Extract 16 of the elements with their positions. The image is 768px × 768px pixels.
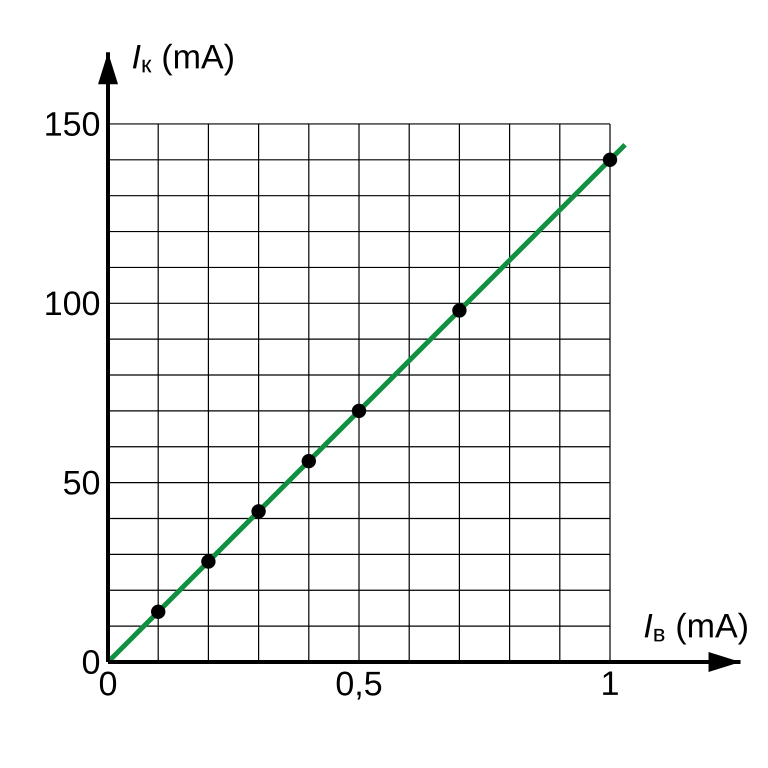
y-tick-label: 100 [46,291,100,316]
point [302,454,316,468]
y-tick-label: 50 [64,470,100,495]
point [201,554,216,569]
y-tick-label: 0 [82,650,100,674]
x-tick-label: 0 [100,672,116,696]
x-axis-title: I$_{в}$ (mA) [644,612,747,644]
x-tick-label: 1 [603,672,618,695]
y-axis-title: I$_{к}$ (mA) [132,44,233,76]
x-tick-label: 0,5 [336,672,382,700]
y-tick-label: 150 [46,112,100,136]
point [251,504,266,519]
point [352,404,366,418]
point [602,152,618,168]
point [452,303,467,318]
point [151,604,166,619]
